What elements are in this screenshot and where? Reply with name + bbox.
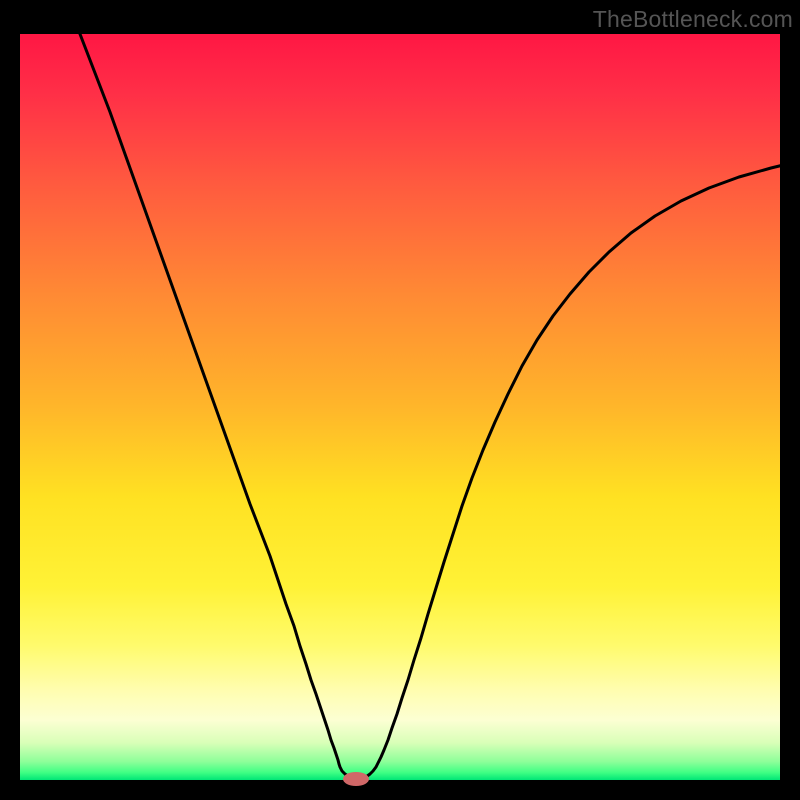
plot-gradient bbox=[20, 34, 780, 780]
watermark-text: TheBottleneck.com bbox=[593, 6, 793, 33]
chart-canvas: TheBottleneck.com bbox=[0, 0, 800, 800]
background bbox=[0, 0, 800, 800]
